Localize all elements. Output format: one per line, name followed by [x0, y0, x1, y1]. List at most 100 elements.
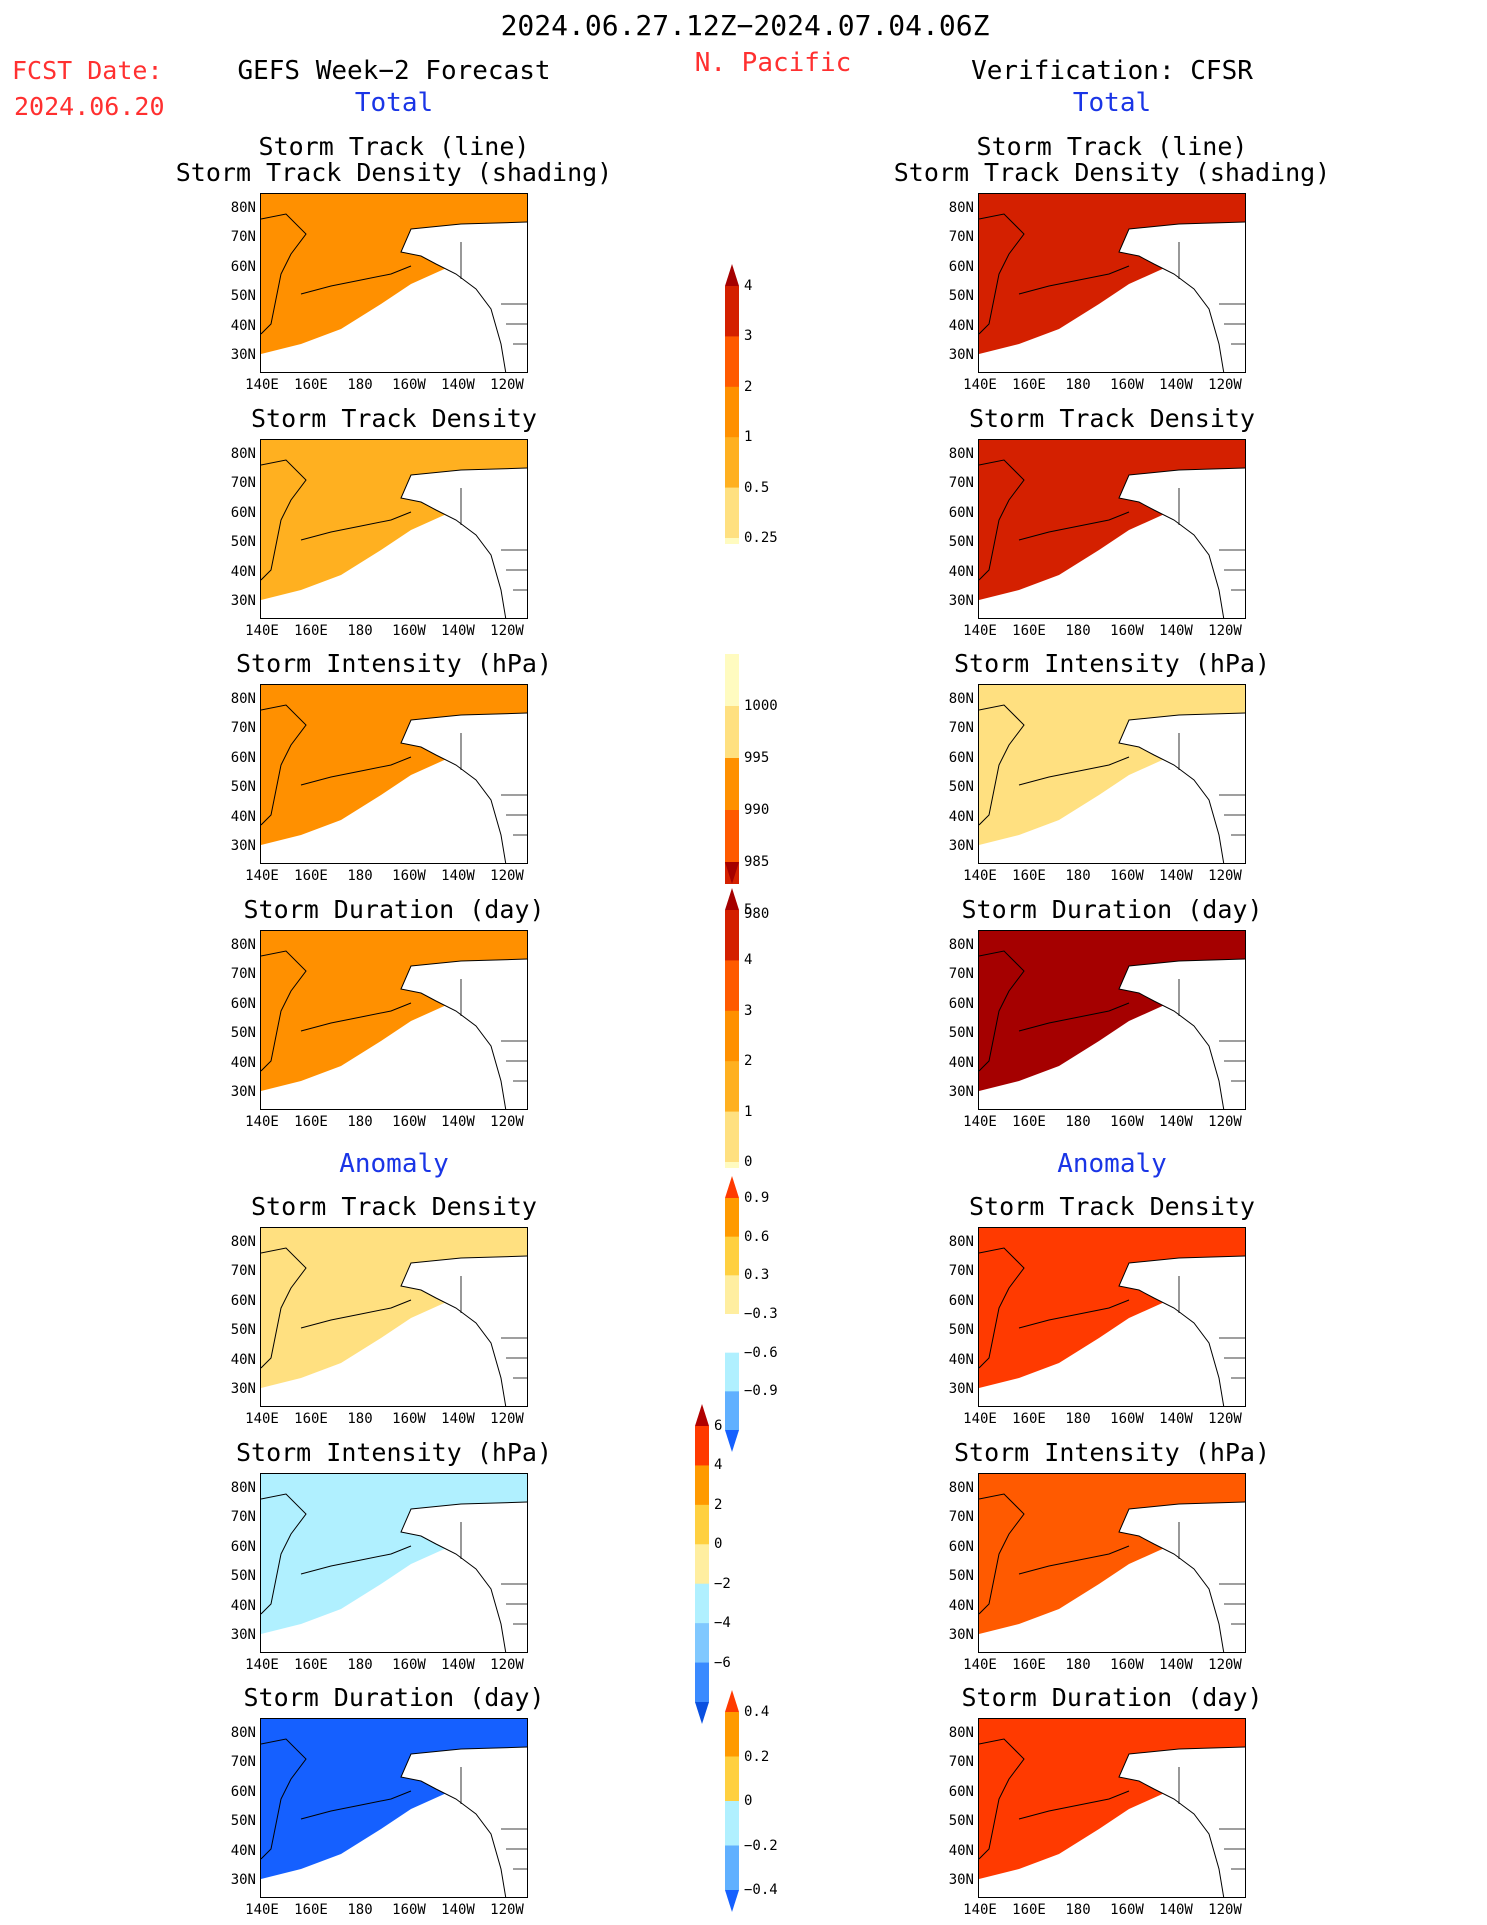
lat-label: 80N — [230, 937, 256, 953]
colorbar-swatch — [725, 1712, 739, 1757]
lon-label: 140W — [1159, 1411, 1193, 1427]
colorbar-swatch — [725, 437, 739, 489]
map-forecast-track — [260, 193, 528, 373]
north-america-land — [1118, 221, 1245, 372]
lat-label: 70N — [948, 1263, 974, 1279]
colorbar-swatch — [725, 654, 739, 707]
title-line-2: Storm Track Density (shading) — [893, 158, 1331, 188]
colorbar-label: 0.6 — [744, 1228, 770, 1245]
colorbar-swatch — [695, 1623, 709, 1664]
lat-label: 60N — [230, 1784, 256, 1800]
lon-label: 120W — [1208, 1902, 1242, 1918]
colorbar-label: 4 — [714, 1457, 723, 1474]
aleutian-islands — [300, 265, 412, 295]
lon-label: 140W — [441, 1114, 475, 1130]
lat-label: 40N — [230, 809, 256, 825]
lat-label: 50N — [230, 1568, 256, 1584]
lon-label: 180 — [1065, 1411, 1091, 1427]
colorbar-density-anomaly — [724, 1176, 739, 1452]
lon-label: 180 — [347, 377, 373, 393]
aleutian-islands — [1018, 1002, 1130, 1032]
colorbar-swatch — [695, 1465, 709, 1506]
colorbar-swatch — [725, 1890, 739, 1912]
asia-coastline — [979, 459, 1025, 581]
colorbar-label: 2 — [744, 378, 753, 395]
border-lines — [460, 979, 527, 1082]
lat-label: 60N — [948, 996, 974, 1012]
colorbar-intensity-total — [724, 648, 739, 915]
date-range: 2024.06.27.12Z−2024.07.04.06Z — [500, 9, 990, 42]
lon-label: 180 — [1065, 1114, 1091, 1130]
colorbar-swatch — [725, 1801, 739, 1846]
colorbar-label: 0.3 — [744, 1267, 770, 1284]
colorbar-swatch — [695, 1702, 709, 1724]
colorbar-swatch — [725, 1391, 739, 1431]
lon-label: 160W — [1110, 377, 1144, 393]
lon-label: 140E — [963, 623, 997, 639]
lat-label: 40N — [230, 1352, 256, 1368]
colorbar-swatch — [725, 1162, 739, 1213]
lon-label: 140W — [441, 1411, 475, 1427]
colorbar-label: 0.9 — [744, 1190, 770, 1206]
colorbar-label: 4 — [744, 278, 753, 294]
lat-label: 60N — [230, 505, 256, 521]
lat-label: 40N — [948, 1598, 974, 1614]
asia-coastline — [979, 950, 1025, 1072]
lat-label: 50N — [948, 779, 974, 795]
region-label: N. Pacific — [694, 48, 852, 78]
lon-label: 180 — [1065, 623, 1091, 639]
colorbar-label: 4 — [744, 952, 753, 969]
lon-label: 160E — [294, 1114, 328, 1130]
colorbar-label: 3 — [744, 328, 753, 345]
border-lines — [460, 1276, 527, 1379]
lon-label: 160E — [294, 868, 328, 884]
colorbar-label: 0 — [714, 1536, 723, 1553]
v-anom-density-title: Storm Track Density — [969, 1192, 1255, 1221]
colorbar-label: 1000 — [744, 698, 778, 714]
lat-label: 50N — [230, 1322, 256, 1338]
lat-label: 70N — [230, 1509, 256, 1525]
lat-label: 30N — [948, 1627, 974, 1643]
colorbar-label: −4 — [714, 1615, 731, 1632]
colorbar-swatch — [725, 386, 739, 438]
map-forecast-intensity — [260, 684, 528, 864]
lon-label: 160W — [392, 1902, 426, 1918]
north-america-land — [400, 1501, 527, 1652]
v-anom-intensity-title: Storm Intensity (hPa) — [953, 1438, 1271, 1467]
lon-label: 140W — [1159, 623, 1193, 639]
lon-label: 140E — [963, 1902, 997, 1918]
north-america-land — [400, 467, 527, 618]
lat-label: 50N — [230, 779, 256, 795]
lon-label: 140W — [441, 377, 475, 393]
lat-label: 30N — [230, 1084, 256, 1100]
colorbar-swatch — [725, 960, 739, 1012]
asia-coastline — [261, 1493, 307, 1615]
lat-label: 30N — [948, 838, 974, 854]
lon-label: 120W — [1208, 1411, 1242, 1427]
title-line-2: Storm Track Density (shading) — [175, 158, 613, 188]
lat-label: 80N — [230, 1234, 256, 1250]
lat-label: 30N — [948, 1872, 974, 1888]
north-america-land — [1118, 467, 1245, 618]
north-america-land — [400, 221, 527, 372]
map-verif-intensity — [978, 684, 1246, 864]
map-verif-track — [978, 193, 1246, 373]
lon-label: 140E — [963, 868, 997, 884]
colorbar-swatch — [695, 1583, 709, 1624]
colorbar-swatch — [725, 1198, 739, 1238]
lat-label: 70N — [948, 720, 974, 736]
lat-label: 70N — [948, 475, 974, 491]
title-line-1: Storm Track (line) — [258, 132, 530, 161]
north-america-land — [1118, 958, 1245, 1109]
lon-label: 160W — [392, 1657, 426, 1673]
lat-label: 40N — [948, 809, 974, 825]
lon-label: 140W — [1159, 1114, 1193, 1130]
lon-label: 140W — [441, 868, 475, 884]
colorbar-swatch — [725, 758, 739, 811]
lon-label: 160W — [392, 868, 426, 884]
aleutian-islands — [300, 511, 412, 541]
lat-label: 70N — [948, 966, 974, 982]
north-america-land — [1118, 712, 1245, 863]
lon-label: 160W — [392, 1411, 426, 1427]
north-america-land — [400, 712, 527, 863]
